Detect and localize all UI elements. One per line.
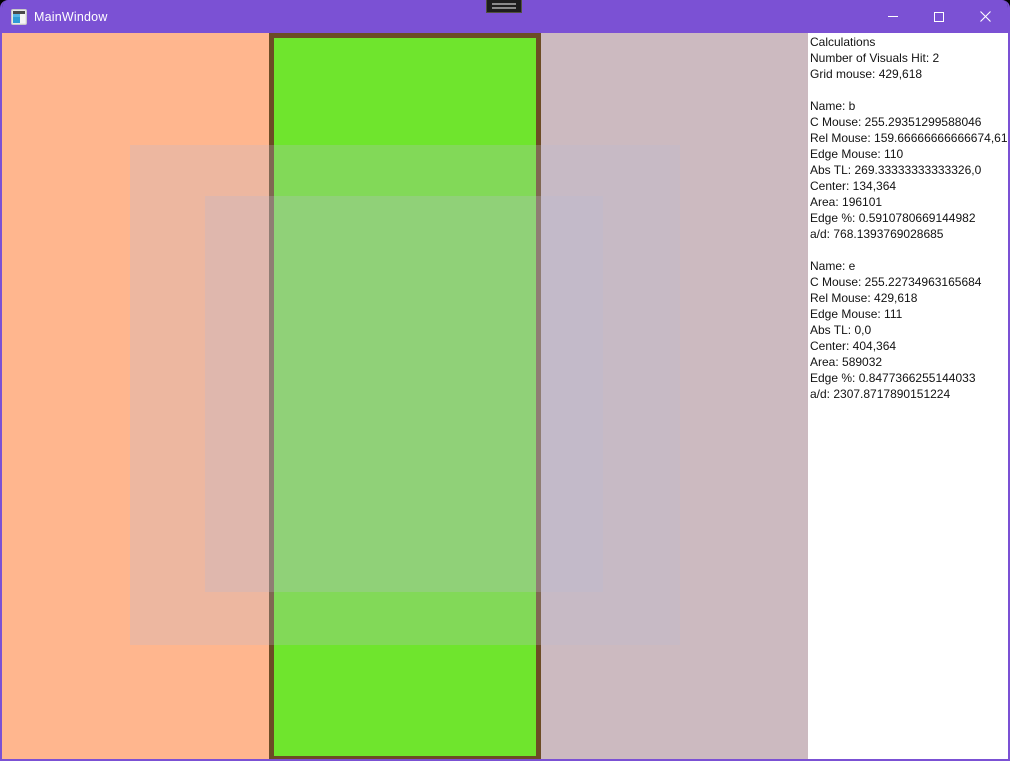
visual-b-name: Name: b (810, 99, 856, 113)
grid-mouse-readout: Grid mouse: 429,618 (810, 67, 923, 81)
rect-right-mauve[interactable] (541, 33, 808, 759)
minimize-button[interactable] (870, 0, 916, 33)
visual-b-c-mouse: C Mouse: 255.29351299588046 (810, 115, 982, 129)
close-button[interactable] (962, 0, 1008, 33)
gripper-line-icon (492, 7, 516, 9)
translucent-rect-outer[interactable] (130, 145, 680, 645)
spacer (810, 242, 1008, 258)
visual-e-name: Name: e (810, 259, 856, 273)
visual-b-rel-mouse: Rel Mouse: 159.66666666666674,618 (810, 131, 1010, 145)
visual-e-area: Area: 589032 (810, 355, 883, 369)
visual-b-edge-pct: Edge %: 0.5910780669144982 (810, 211, 976, 225)
panel-title: Calculations (810, 35, 876, 49)
translucent-rect-inner[interactable] (205, 196, 603, 592)
visual-b-area: Area: 196101 (810, 195, 883, 209)
window-controls (870, 0, 1008, 33)
visual-b-center: Center: 134,364 (810, 179, 897, 193)
visual-b-edge-mouse: Edge Mouse: 110 (810, 147, 904, 161)
visual-e-edge-pct: Edge %: 0.8477366255144033 (810, 371, 976, 385)
calculations-panel: Calculations Number of Visuals Hit: 2 Gr… (808, 33, 1010, 759)
maximize-button[interactable] (916, 0, 962, 33)
spacer (810, 82, 1008, 98)
visual-e-c-mouse: C Mouse: 255.22734963165684 (810, 275, 982, 289)
window-content: Calculations Number of Visuals Hit: 2 Gr… (2, 33, 1008, 759)
screen-gripper-handle[interactable] (486, 0, 522, 13)
visual-e-rel-mouse: Rel Mouse: 429,618 (810, 291, 918, 305)
window-title: MainWindow (34, 9, 108, 24)
app-window-icon (11, 8, 27, 25)
visual-b-a-over-d: a/d: 768.1393769028685 (810, 227, 944, 241)
gripper-line-icon (492, 3, 516, 5)
rect-b[interactable] (269, 33, 541, 759)
visual-b-abs-tl: Abs TL: 269.33333333333326,0 (810, 163, 982, 177)
minimize-icon (888, 16, 898, 17)
visual-e-a-over-d: a/d: 2307.8717890151224 (810, 387, 951, 401)
maximize-icon (934, 11, 944, 22)
visual-e-abs-tl: Abs TL: 0,0 (810, 323, 872, 337)
visual-e-center: Center: 404,364 (810, 339, 897, 353)
close-icon (979, 11, 991, 22)
visuals-hit-count: Number of Visuals Hit: 2 (810, 51, 940, 65)
hit-test-canvas[interactable] (2, 33, 808, 759)
visual-e-edge-mouse: Edge Mouse: 111 (810, 307, 903, 321)
